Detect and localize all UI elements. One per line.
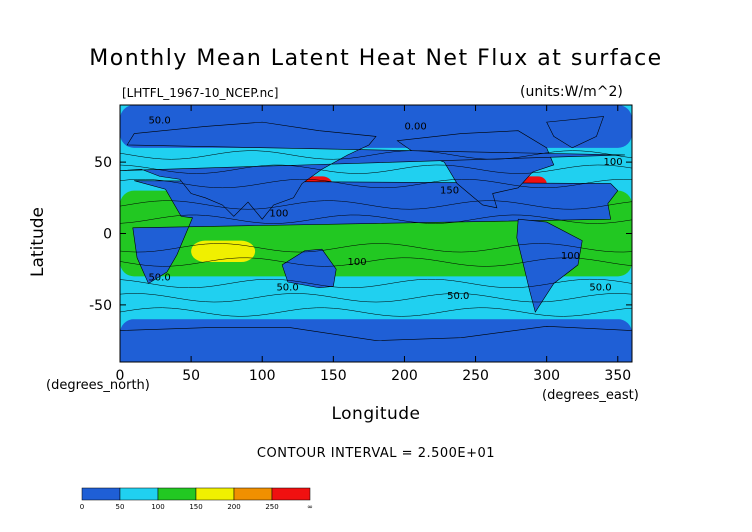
- y-tick-label: -50: [89, 298, 112, 314]
- contour-interval-text: CONTOUR INTERVAL = 2.500E+01: [256, 446, 496, 461]
- region-southern-ocean: [120, 290, 632, 320]
- colorbar-swatch: [157, 487, 197, 501]
- y-tick-label: 0: [103, 227, 112, 243]
- x-tick-label: 250: [462, 368, 489, 384]
- colorbar-label: 150: [189, 503, 202, 511]
- contour-label: 100: [604, 157, 623, 168]
- contour-line: [120, 150, 632, 160]
- colorbar-label: 200: [227, 503, 240, 511]
- region-south-indian: [191, 240, 256, 263]
- contour-line: [120, 164, 632, 174]
- landmass-antarctica: [120, 326, 632, 362]
- landmass-eurasia: [120, 121, 625, 220]
- contour-line: [120, 257, 632, 267]
- colorbar-swatch: [195, 487, 235, 501]
- x-axis-label: Longitude: [331, 404, 421, 424]
- x-tick-label: 300: [533, 368, 560, 384]
- landmass-australia: [281, 248, 337, 289]
- x-tick-label: 150: [320, 368, 347, 384]
- colorbar-label: 50: [116, 503, 125, 511]
- units-label: (units:W/m^2): [520, 84, 623, 100]
- landmass-north-america: [396, 130, 555, 209]
- x-axis-units: (degrees_east): [542, 388, 639, 403]
- x-tick-label: 0: [116, 368, 125, 384]
- x-tick-label: 100: [249, 368, 276, 384]
- colorbar-swatch: [81, 487, 121, 501]
- contour-line: [120, 293, 632, 303]
- file-label: [LHTFL_1967-10_NCEP.nc]: [122, 86, 279, 100]
- chart-title: Monthly Mean Latent Heat Net Flux at sur…: [89, 46, 663, 71]
- axis-ticks: 0 50 100 150 200 250 300 350 50 0 -50: [89, 105, 632, 384]
- y-axis-units: (degrees_north): [46, 378, 150, 393]
- landmass-greenland: [546, 116, 604, 149]
- colorbar: 0 50 100 150 200 250 ∞: [80, 487, 313, 511]
- contour-label: 50.0: [276, 283, 298, 294]
- colorbar-swatch: [233, 487, 273, 501]
- contour-line: [120, 243, 632, 253]
- contour-label: 50.0: [148, 273, 170, 284]
- colorbar-swatch: [119, 487, 159, 501]
- colorbar-label: 250: [265, 503, 278, 511]
- contour-line: [120, 307, 632, 317]
- contour-label: 50.0: [148, 116, 170, 127]
- contour-label: 100: [269, 208, 288, 219]
- x-tick-label: 50: [182, 368, 200, 384]
- contour-label: 50.0: [589, 283, 611, 294]
- contour-line: [120, 200, 632, 210]
- contour-label: 100: [561, 251, 580, 262]
- y-tick-label: 50: [94, 155, 112, 171]
- colorbar-label: ∞: [307, 503, 313, 511]
- contour-line: [120, 278, 632, 289]
- contour-label: 150: [440, 186, 459, 197]
- contour-label: 50.0: [447, 291, 469, 302]
- plot-area: 50.0 0.00 100 150 100 50.0 50.0 50.0 50.0 100 100: [120, 105, 632, 362]
- colorbar-swatch: [271, 487, 311, 501]
- x-tick-label: 350: [604, 368, 631, 384]
- landmass-south-america: [516, 218, 583, 313]
- contour-line: [120, 214, 632, 224]
- colorbar-label: 100: [151, 503, 164, 511]
- contour-label: 0.00: [404, 121, 426, 132]
- colorbar-label: 0: [80, 503, 84, 511]
- contour-line: [120, 178, 632, 189]
- contour-label: 100: [348, 257, 367, 268]
- x-tick-label: 200: [391, 368, 418, 384]
